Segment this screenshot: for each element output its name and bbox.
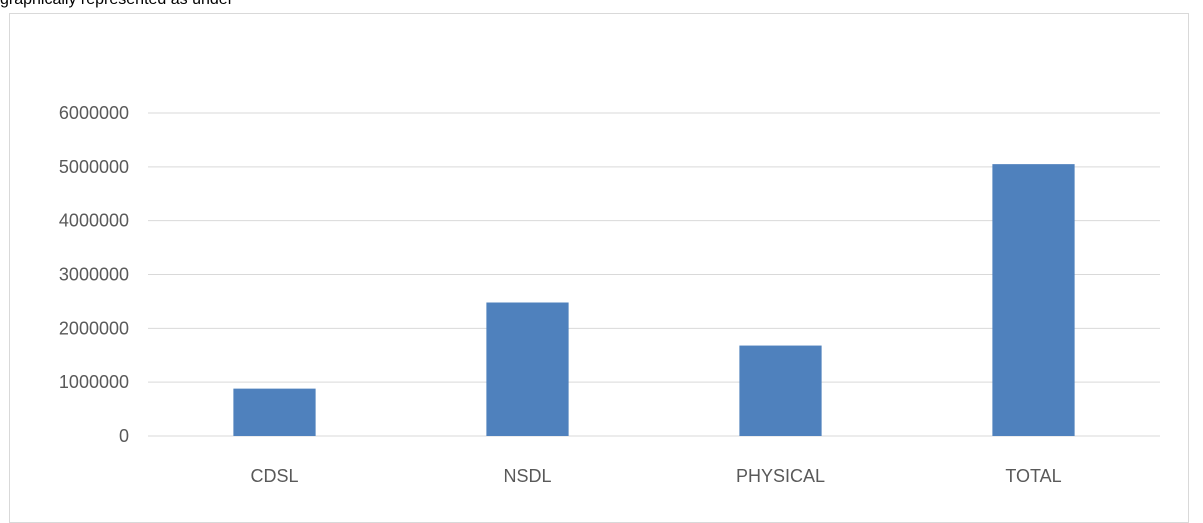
- x-tick-label: TOTAL: [1005, 466, 1061, 486]
- bar-chart: 0 1000000 2000000 3000000 4000000 5000000 6000…: [59, 103, 1160, 486]
- y-tick-label: 5000000: [59, 157, 129, 177]
- bar-nsdl: [486, 302, 569, 436]
- gridlines: [148, 112, 1160, 437]
- y-tick-label: 1000000: [59, 372, 129, 392]
- y-tick-label: 6000000: [59, 103, 129, 123]
- page-caption: graphically represented as under: [0, 0, 233, 9]
- x-tick-label: CDSL: [250, 466, 298, 486]
- y-tick-label: 4000000: [59, 211, 129, 231]
- y-axis-ticks: 0 1000000 2000000 3000000 4000000 5000000 6000…: [59, 103, 129, 446]
- x-axis-ticks: CDSL NSDL PHYSICAL TOTAL: [250, 466, 1061, 486]
- bar-total: [992, 164, 1075, 436]
- y-tick-label: 2000000: [59, 318, 129, 338]
- bars: [233, 164, 1075, 436]
- x-tick-label: PHYSICAL: [736, 466, 825, 486]
- y-tick-label: 3000000: [59, 265, 129, 285]
- chart-container: [9, 13, 1189, 523]
- x-tick-label: NSDL: [503, 466, 551, 486]
- y-tick-label: 0: [119, 426, 129, 446]
- bar-cdsl: [233, 388, 316, 436]
- bar-physical: [739, 345, 822, 436]
